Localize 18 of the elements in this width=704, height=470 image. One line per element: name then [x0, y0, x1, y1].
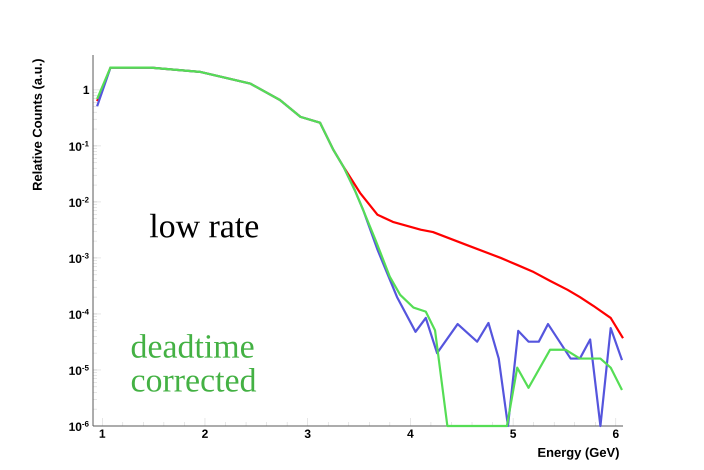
x-tick-label: 2	[202, 430, 208, 438]
y-tick-label: 1	[84, 86, 90, 94]
line-series	[96, 66, 624, 428]
x-tick-label: 4	[407, 430, 414, 438]
text: deadtime corrected	[132, 334, 256, 392]
x-tick-label: 1	[100, 430, 106, 438]
x-tick-label: 3	[304, 430, 311, 438]
y-axis-title: Relative Counts (a.u.)	[32, 59, 44, 190]
x-axis-title: Energy (GeV)	[538, 448, 619, 460]
y-tick-label: 10$^{-6}$	[69, 420, 89, 431]
annotation: low rate	[150, 214, 258, 238]
x-tick-label: 5	[510, 430, 516, 438]
y-tick-label: 10$^{-4}$	[69, 308, 89, 319]
y-tick-label: 10$^{-2}$	[69, 196, 89, 207]
y-tick-label: 10$^{-5}$	[69, 365, 89, 375]
x-tick-label: 6	[612, 430, 619, 438]
y-tick-label: 10$^{-3}$	[69, 252, 89, 263]
y-tick-label: 10$^{-1}$	[69, 140, 89, 151]
